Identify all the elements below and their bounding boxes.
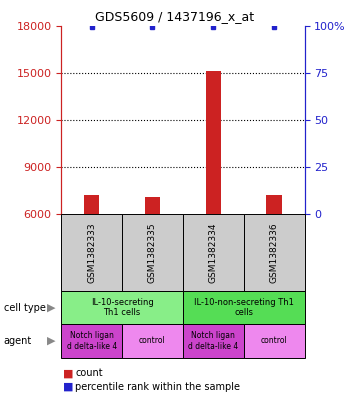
Text: ▶: ▶ [47, 336, 55, 346]
Text: cell type: cell type [4, 303, 46, 312]
Text: control: control [139, 336, 166, 345]
Text: agent: agent [4, 336, 32, 346]
Text: GSM1382334: GSM1382334 [209, 222, 218, 283]
Text: GSM1382336: GSM1382336 [270, 222, 279, 283]
Text: Notch ligan
d delta-like 4: Notch ligan d delta-like 4 [188, 331, 238, 351]
Text: GSM1382335: GSM1382335 [148, 222, 157, 283]
Text: GDS5609 / 1437196_x_at: GDS5609 / 1437196_x_at [96, 10, 254, 23]
Bar [145, 197, 160, 214]
Text: percentile rank within the sample: percentile rank within the sample [75, 382, 240, 392]
Text: control: control [261, 336, 287, 345]
Text: ■: ■ [63, 382, 74, 392]
Bar [206, 71, 221, 214]
Text: Notch ligan
d delta-like 4: Notch ligan d delta-like 4 [66, 331, 117, 351]
Text: IL-10-secreting
Th1 cells: IL-10-secreting Th1 cells [91, 298, 153, 317]
Text: ▶: ▶ [47, 303, 55, 312]
Text: GSM1382333: GSM1382333 [87, 222, 96, 283]
Text: count: count [75, 368, 103, 378]
Bar [84, 195, 99, 214]
Text: IL-10-non-secreting Th1
cells: IL-10-non-secreting Th1 cells [194, 298, 294, 317]
Bar [266, 195, 282, 214]
Text: ■: ■ [63, 368, 74, 378]
